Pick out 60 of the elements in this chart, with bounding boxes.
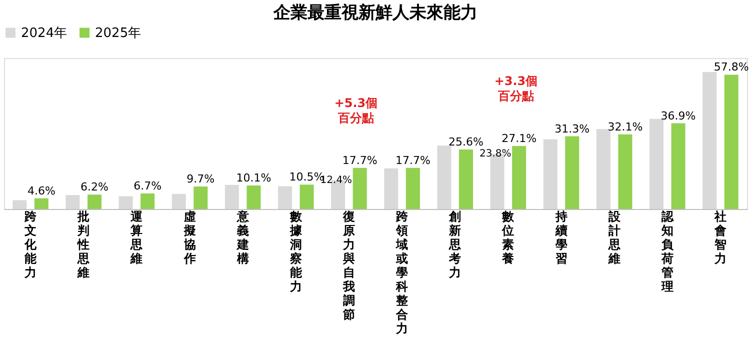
bar <box>140 193 155 209</box>
data-label: 27.1% <box>502 132 537 146</box>
data-label: 6.7% <box>134 179 162 192</box>
data-label: 57.8% <box>714 60 749 74</box>
data-label: 17.7% <box>395 154 430 167</box>
legend-label: 2024年 <box>21 26 68 41</box>
bar <box>66 195 80 209</box>
data-label: 17.7% <box>342 154 378 167</box>
bar <box>512 146 526 209</box>
chart-title: 企業最重視新鮮人未來能力 <box>272 3 478 23</box>
bar <box>12 200 27 209</box>
x-tick-label: 認知負荷管理 <box>660 210 674 294</box>
bar <box>246 186 261 209</box>
x-tick-label: 數據洞察能力 <box>288 210 303 294</box>
x-tick-label: 社會智力 <box>713 210 726 266</box>
data-label: 23.8% <box>480 148 512 160</box>
data-label: 32.1% <box>608 120 643 134</box>
legend-label: 2025年 <box>95 26 142 41</box>
bar <box>194 186 208 209</box>
x-tick-label: 意義建構 <box>236 210 250 266</box>
category-label: 跨領域或學科整合力 <box>396 210 408 336</box>
bar <box>34 198 48 209</box>
bar <box>300 184 314 209</box>
data-label: 31.3% <box>554 122 590 136</box>
bar <box>87 194 102 209</box>
annotation: +5.3個百分點 <box>334 96 378 125</box>
bar <box>458 150 473 209</box>
x-tick-label: 跨文化能力 <box>24 210 38 280</box>
x-tick-label: 持續學習 <box>554 210 568 266</box>
bar <box>543 139 558 209</box>
annotation: +3.3個百分點 <box>494 74 538 103</box>
x-tick-label: 設計思維 <box>607 210 622 266</box>
bar <box>437 146 452 209</box>
bar <box>172 194 186 209</box>
x-tick-label: 運算思維 <box>130 210 144 266</box>
bar <box>352 168 367 209</box>
bar <box>650 118 664 209</box>
data-label: 10.1% <box>236 172 272 185</box>
bar <box>565 136 580 209</box>
bar <box>118 196 133 209</box>
bar <box>596 129 610 209</box>
bar <box>671 123 686 209</box>
bar <box>702 72 717 209</box>
bar <box>406 168 420 209</box>
data-label: 36.9% <box>660 109 696 122</box>
data-label: 9.7% <box>186 172 215 186</box>
bar <box>618 134 632 209</box>
x-tick-label: 創新思考力 <box>448 210 462 280</box>
bar <box>278 186 292 209</box>
data-label: 12.4% <box>320 175 352 186</box>
bar <box>384 168 398 209</box>
data-label: 25.6% <box>448 136 484 149</box>
x-tick-label: 復原力與自我調節 <box>342 210 355 322</box>
bar <box>724 74 738 209</box>
x-tick-label: 虛擬協作 <box>182 210 196 266</box>
bar <box>224 184 239 209</box>
x-tick-label: 數位素養 <box>501 210 516 266</box>
data-label: 6.2% <box>80 180 108 194</box>
x-tick-label: 批判性思維 <box>76 210 91 280</box>
data-label: 4.6% <box>27 184 56 198</box>
